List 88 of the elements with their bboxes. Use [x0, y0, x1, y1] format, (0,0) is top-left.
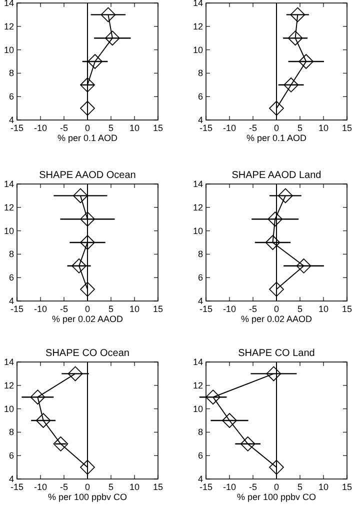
y-tick-label: 4 [198, 296, 203, 306]
chart-title: SHAPE CO Ocean [46, 348, 130, 359]
x-tick-label: -5 [248, 482, 258, 492]
x-tick-label: 10 [129, 123, 140, 133]
x-tick-label: 15 [342, 482, 352, 492]
x-tick-label: -15 [10, 123, 24, 133]
y-tick-label: 14 [192, 0, 203, 8]
x-tick-label: -5 [248, 123, 258, 133]
y-tick-label: 6 [8, 272, 14, 283]
x-tick-label: -10 [222, 304, 236, 314]
x-tick-label: 10 [318, 304, 329, 314]
y-tick-label: 10 [4, 404, 14, 414]
x-tick-label: -15 [10, 304, 24, 314]
y-tick-label: 12 [4, 380, 14, 390]
x-tick-label: 10 [129, 304, 140, 314]
y-tick-label: 8 [198, 68, 203, 78]
x-tick-label: 5 [108, 123, 114, 133]
y-tick-label: 14 [4, 356, 14, 367]
y-tick-label: 6 [198, 450, 203, 461]
y-tick-label: 10 [192, 404, 203, 414]
x-tick-label: 15 [152, 482, 164, 492]
chart-title: SHAPE AAOD Ocean [39, 170, 136, 181]
chart-title: SHAPE CO Land [238, 348, 315, 359]
x-tick-label: 0 [274, 304, 280, 314]
y-tick-label: 12 [4, 202, 14, 212]
x-tick-label: -15 [199, 482, 213, 492]
x-tick-label: 15 [342, 304, 352, 314]
y-tick-label: 10 [192, 226, 203, 236]
x-tick-label: 0 [274, 123, 280, 133]
x-tick-label: 0 [84, 482, 90, 492]
x-tick-label: -5 [60, 304, 68, 314]
y-tick-label: 4 [8, 296, 14, 306]
x-tick-label: -5 [60, 482, 68, 492]
x-tick-label: -15 [199, 304, 213, 314]
x-axis-title: % per 0.02 AAOD [52, 314, 124, 324]
x-axis-title: % per 100 ppbv CO [236, 492, 316, 502]
y-tick-label: 8 [8, 427, 14, 438]
x-tick-label: 0 [84, 123, 90, 133]
y-tick-label: 14 [192, 356, 203, 367]
y-tick-label: 8 [8, 249, 14, 260]
x-axis-title: % per 0.1 AOD [246, 133, 308, 143]
x-tick-label: 10 [318, 123, 329, 133]
x-tick-label: 5 [108, 482, 114, 492]
x-axis-title: % per 0.02 AAOD [240, 314, 313, 324]
x-tick-label: -15 [10, 482, 24, 492]
y-tick-label: 10 [4, 44, 14, 55]
y-tick-label: 12 [192, 380, 203, 390]
y-tick-label: 14 [4, 0, 14, 8]
x-tick-label: -5 [248, 304, 258, 314]
y-tick-label: 12 [4, 21, 14, 32]
x-tick-label: 5 [297, 304, 303, 314]
x-tick-label: 0 [274, 482, 280, 492]
y-tick-label: 6 [8, 92, 14, 102]
x-tick-label: 10 [129, 482, 140, 492]
y-tick-label: 4 [198, 474, 203, 484]
x-tick-label: -10 [34, 123, 48, 133]
x-tick-label: 5 [108, 304, 114, 314]
y-tick-label: 4 [8, 474, 14, 484]
y-tick-label: 10 [4, 226, 14, 236]
y-tick-label: 8 [8, 68, 14, 78]
y-tick-label: 10 [192, 44, 203, 55]
x-tick-label: -10 [34, 304, 48, 314]
chart-title: SHAPE AAOD Land [232, 170, 322, 181]
x-tick-label: 5 [297, 482, 303, 492]
x-tick-label: -10 [222, 482, 236, 492]
x-tick-label: 5 [297, 123, 303, 133]
y-tick-label: 14 [4, 178, 14, 189]
y-tick-label: 8 [198, 249, 203, 260]
y-tick-label: 6 [198, 272, 203, 283]
x-axis-title: % per 100 ppbv CO [48, 492, 128, 502]
y-tick-label: 6 [8, 450, 14, 461]
y-tick-label: 12 [192, 202, 203, 212]
x-tick-label: -10 [222, 123, 236, 133]
x-tick-label: 15 [152, 304, 164, 314]
x-tick-label: -5 [60, 123, 68, 133]
x-tick-label: 15 [152, 123, 164, 133]
x-tick-label: -10 [34, 482, 48, 492]
x-axis-title: % per 0.1 AOD [57, 133, 118, 143]
y-tick-label: 4 [8, 114, 14, 125]
x-tick-label: 0 [84, 304, 90, 314]
x-tick-label: 10 [318, 482, 329, 492]
y-tick-label: 12 [192, 21, 203, 32]
x-tick-label: 15 [342, 123, 352, 133]
x-tick-label: -15 [199, 123, 213, 133]
y-tick-label: 8 [198, 427, 203, 438]
y-tick-label: 6 [198, 92, 203, 102]
y-tick-label: 4 [198, 114, 203, 125]
y-tick-label: 14 [192, 178, 203, 189]
